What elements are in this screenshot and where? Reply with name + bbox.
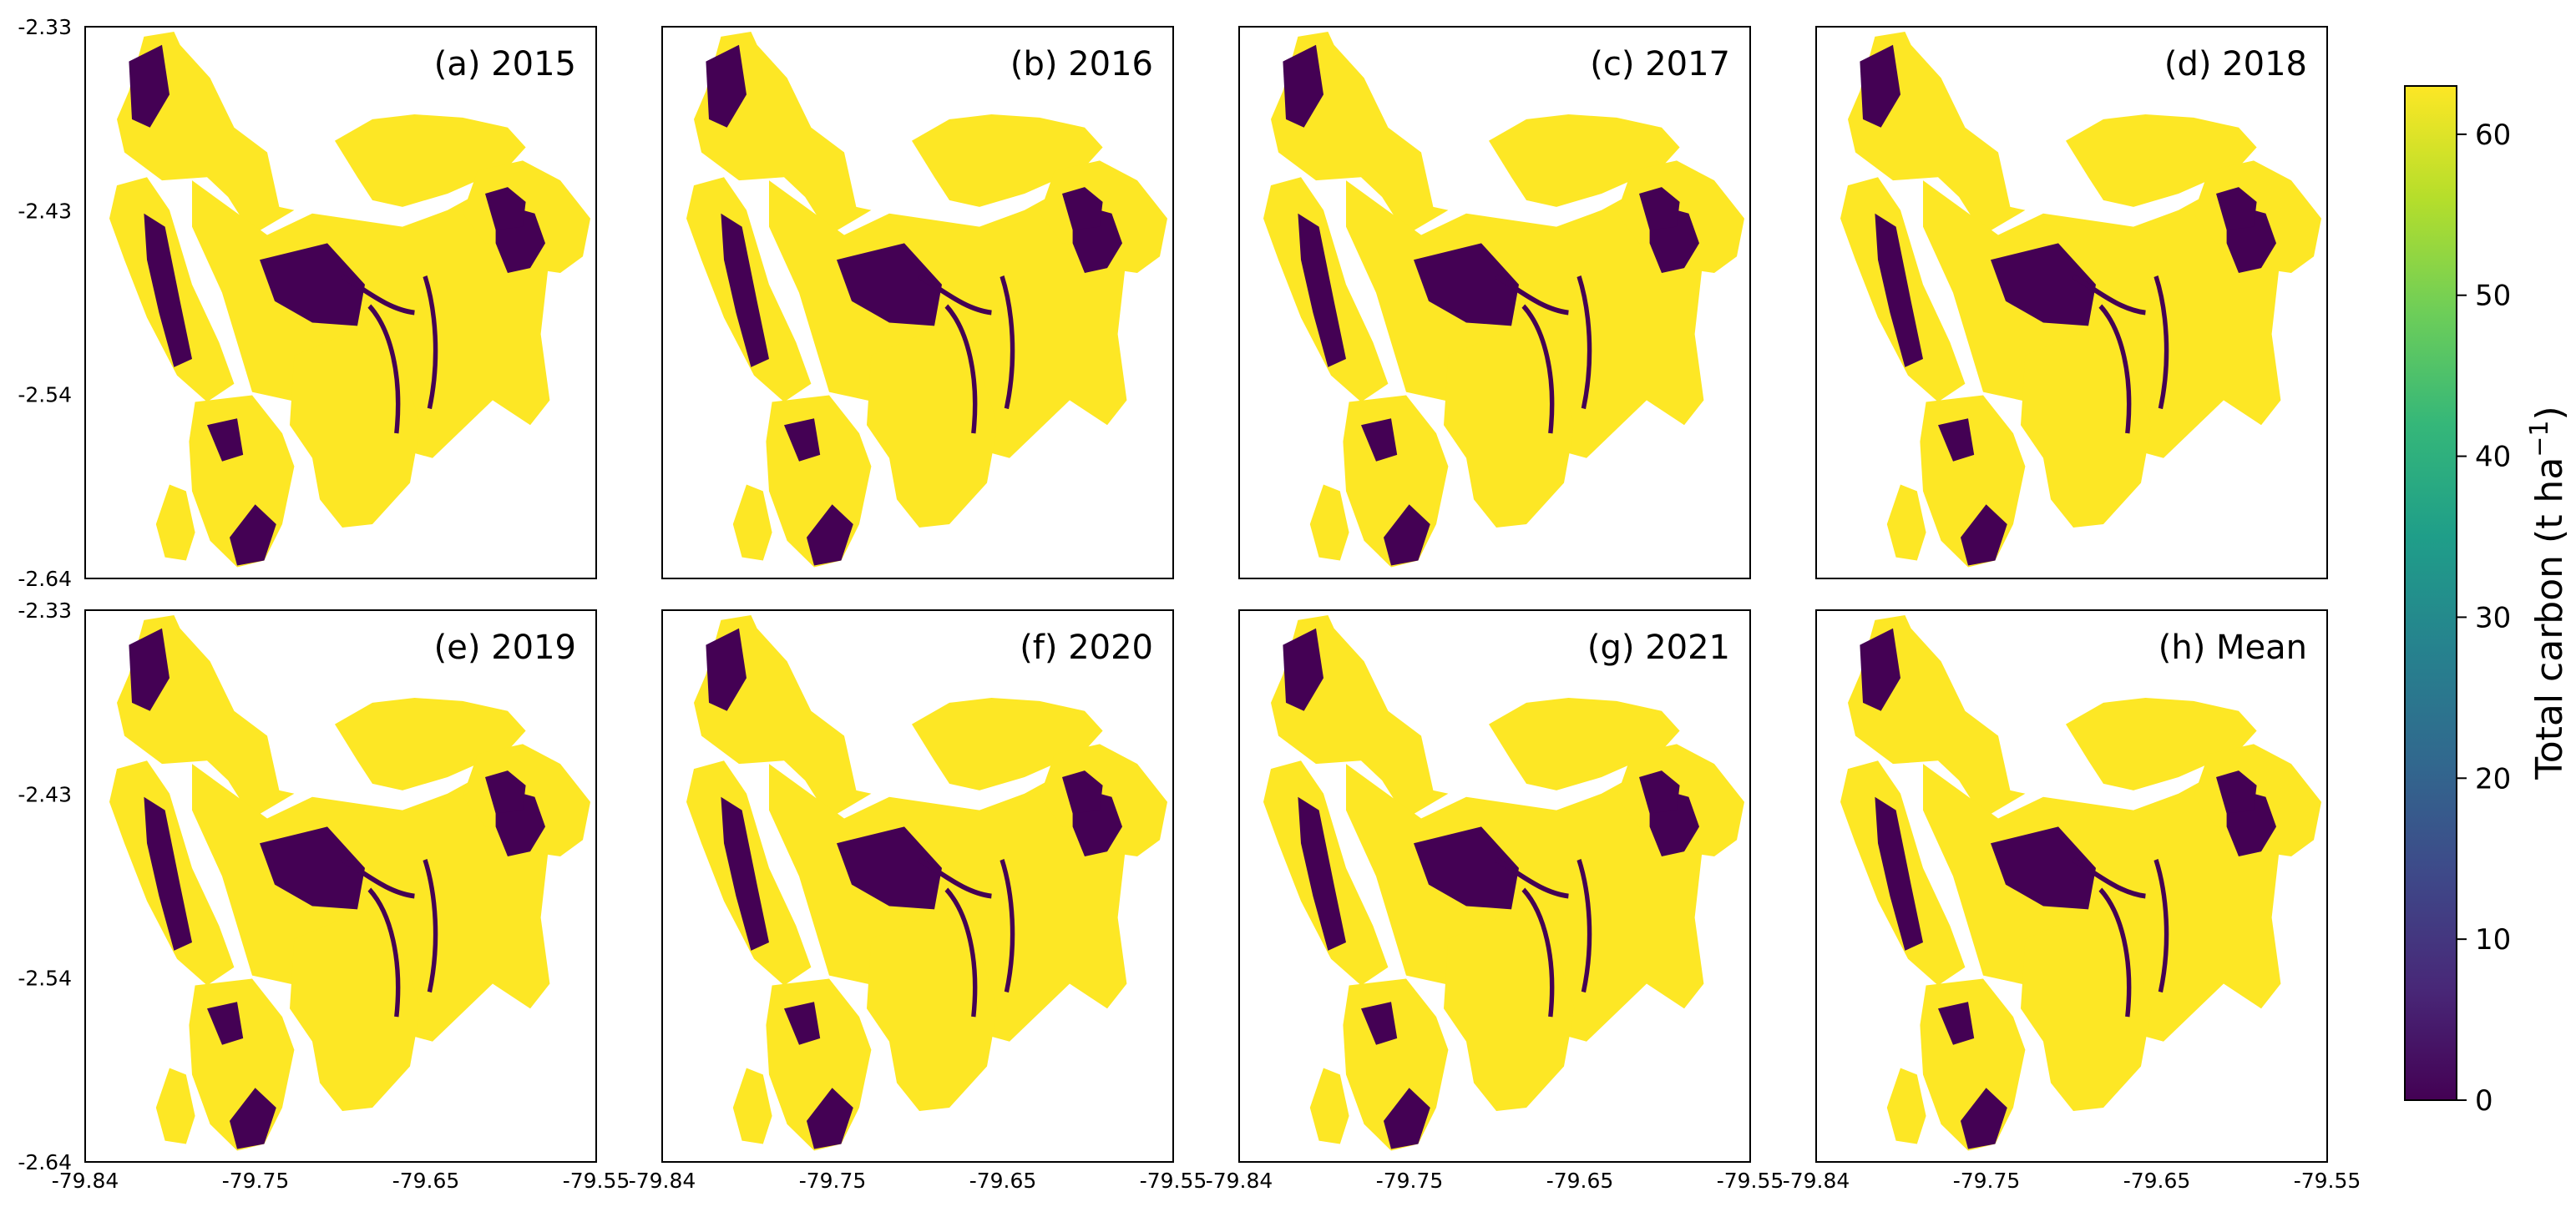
panel-frame [1238,609,1751,1163]
colorbar: 0 10 20 30 40 50 60 Total carbon (t ha−1) [2404,85,2572,1118]
map-panel-e: (e) 2019 -2.33 -2.43 -2.54 -2.64-79.84 -79.75… [18,598,630,1193]
y-tick-label: -2.64 [18,567,72,591]
x-tick-label: -79.84 [1206,1169,1273,1193]
colorbar-tick-label: 20 [2475,762,2511,795]
colorbar-tick-label: 40 [2475,441,2511,474]
colorbar-tick-label: 10 [2475,923,2511,957]
panel-frame [84,26,597,579]
panel-frame [84,609,597,1163]
panel-frame [1238,26,1751,579]
x-tick-label: -79.65 [969,1169,1037,1193]
carbon-map-c [1263,32,1744,568]
map-panels: (a) 2015 -2.33 -2.43 -2.54 -2.64 (b) 2016 (c) … [18,15,2361,1193]
map-panel-a: (a) 2015 -2.33 -2.43 -2.54 -2.64 [18,15,597,591]
panel-title-h: (h) Mean [2158,629,2307,667]
x-tick-label: -79.75 [1376,1169,1444,1193]
panel-title-b: (b) 2016 [1010,45,1153,83]
colorbar-label-superscript: −1 [2525,420,2554,457]
panel-title-f: (f) 2020 [1020,629,1153,667]
panel-frame [1815,609,2328,1163]
y-tick-label: -2.43 [18,199,72,223]
y-tick-label: -2.33 [18,598,72,623]
panel-title-e: (e) 2019 [434,629,576,667]
y-tick-label: -2.54 [18,967,72,991]
colorbar-tick-label: 0 [2475,1084,2493,1118]
colorbar-ticks: 0 10 20 30 40 50 60 [2457,119,2511,1118]
map-panel-b: (b) 2016 [661,26,1174,579]
panel-title-a: (a) 2015 [434,45,576,83]
colorbar-tick-label: 60 [2475,119,2511,152]
map-panel-d: (d) 2018 [1815,26,2328,579]
x-tick-label: -79.55 [2294,1169,2361,1193]
colorbar-gradient [2404,85,2457,1101]
carbon-map-h [1840,615,2321,1151]
map-panel-f: (f) 2020 -79.84 -79.75 -79.65 -79.55 [629,609,1207,1193]
panel-title-c: (c) 2017 [1590,45,1730,83]
x-tick-label: -79.65 [2123,1169,2191,1193]
panel-frame [1815,26,2328,579]
colorbar-label: Total carbon (t ha−1) [2525,406,2572,780]
x-tick-label: -79.84 [52,1169,119,1193]
carbon-map-g [1263,615,1744,1151]
x-tick-label: -79.84 [1783,1169,1850,1193]
colorbar-tick-label: 50 [2475,280,2511,313]
colorbar-label-suffix: ) [2528,406,2571,420]
x-tick-label: -79.55 [1717,1169,1784,1193]
x-tick-label: -79.84 [629,1169,696,1193]
x-tick-label: -79.75 [1953,1169,2021,1193]
x-tick-label: -79.75 [222,1169,290,1193]
map-panel-g: (g) 2021 -79.84 -79.75 -79.65 -79.55 [1206,609,1784,1193]
y-tick-label: -2.43 [18,782,72,806]
map-panel-c: (c) 2017 [1238,26,1751,579]
carbon-map-a [109,32,590,568]
panel-title-d: (d) 2018 [2164,45,2307,83]
x-tick-label: -79.55 [563,1169,630,1193]
x-tick-label: -79.65 [392,1169,460,1193]
map-panel-h: (h) Mean -79.84 -79.75 -79.65 -79.55 [1783,609,2361,1193]
carbon-map-f [686,615,1167,1151]
panel-title-g: (g) 2021 [1587,629,1730,667]
carbon-map-d [1840,32,2321,568]
x-tick-label: -79.55 [1140,1169,1207,1193]
carbon-map-b [686,32,1167,568]
y-tick-label: -2.64 [18,1150,72,1174]
y-tick-label: -2.33 [18,15,72,39]
x-tick-label: -79.65 [1546,1169,1614,1193]
y-tick-label: -2.54 [18,383,72,407]
colorbar-label-main: Total carbon (t ha [2528,457,2571,780]
carbon-map-e [109,615,590,1151]
colorbar-tick-label: 30 [2475,601,2511,634]
x-tick-label: -79.75 [799,1169,867,1193]
panel-frame [661,26,1174,579]
panel-frame [661,609,1174,1163]
